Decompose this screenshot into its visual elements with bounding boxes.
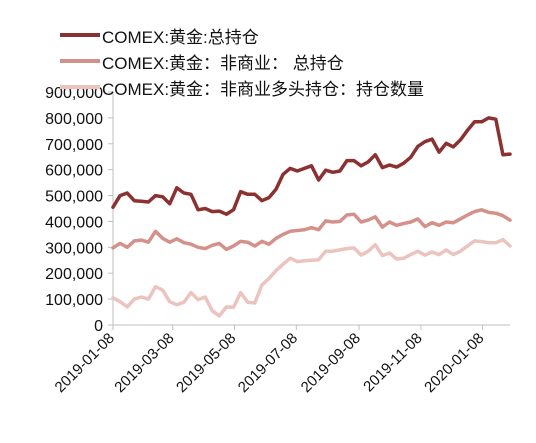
- legend-item-total-oi: COMEX:黄金:总持仓: [60, 22, 424, 48]
- x-tick-label: 2020-01-08: [421, 330, 487, 396]
- y-tick-label: 300,000: [45, 240, 103, 257]
- legend-label-total-oi: COMEX:黄金:总持仓: [102, 27, 259, 47]
- y-axis: 0 100,000 200,000 300,000 400,000 500,000 600,…: [45, 85, 114, 335]
- series-line-total-oi: [111, 116, 512, 216]
- y-tick-label: 400,000: [45, 214, 103, 231]
- legend-item-noncommercial-long: COMEX:黄金：非商业多头持仓：持仓数量: [60, 74, 424, 100]
- y-tick-label: 800,000: [45, 111, 103, 128]
- x-axis: 2019-01-082019-03-082019-05-082019-07-08…: [52, 324, 510, 396]
- y-tick-label: 600,000: [45, 163, 103, 180]
- y-tick-label: 100,000: [45, 292, 103, 309]
- legend-swatch-noncommercial-long: [60, 85, 100, 89]
- legend-label-noncommercial-long: COMEX:黄金：非商业多头持仓：持仓数量: [102, 79, 425, 99]
- x-tick-label: 2019-09-08: [298, 330, 364, 396]
- y-tick-label: 700,000: [45, 137, 103, 154]
- y-tick-label: 200,000: [45, 266, 103, 283]
- plot-area: [111, 116, 512, 318]
- y-tick-label: 0: [94, 318, 103, 335]
- x-tick-label: 2019-03-08: [111, 330, 177, 396]
- series-line-noncommercial-long: [111, 237, 512, 318]
- x-tick-label: 2019-11-08: [360, 330, 425, 395]
- y-tick-label: 500,000: [45, 189, 103, 206]
- legend-swatch-noncommercial-oi: [60, 59, 100, 63]
- x-tick-label: 2019-07-08: [235, 330, 301, 396]
- series-line-noncommercial-oi: [111, 208, 512, 252]
- legend-swatch-total-oi: [60, 33, 100, 37]
- x-tick-label: 2019-05-08: [173, 330, 239, 396]
- legend-item-noncommercial-oi: COMEX:黄金：非商业： 总持仓: [60, 48, 424, 74]
- y-tick-label: 900,000: [45, 85, 103, 102]
- legend-label-noncommercial-oi: COMEX:黄金：非商业： 总持仓: [102, 53, 344, 73]
- x-tick-label: 2019-01-08: [52, 330, 118, 396]
- legend: COMEX:黄金:总持仓 COMEX:黄金：非商业： 总持仓 COMEX:黄金：…: [60, 22, 424, 100]
